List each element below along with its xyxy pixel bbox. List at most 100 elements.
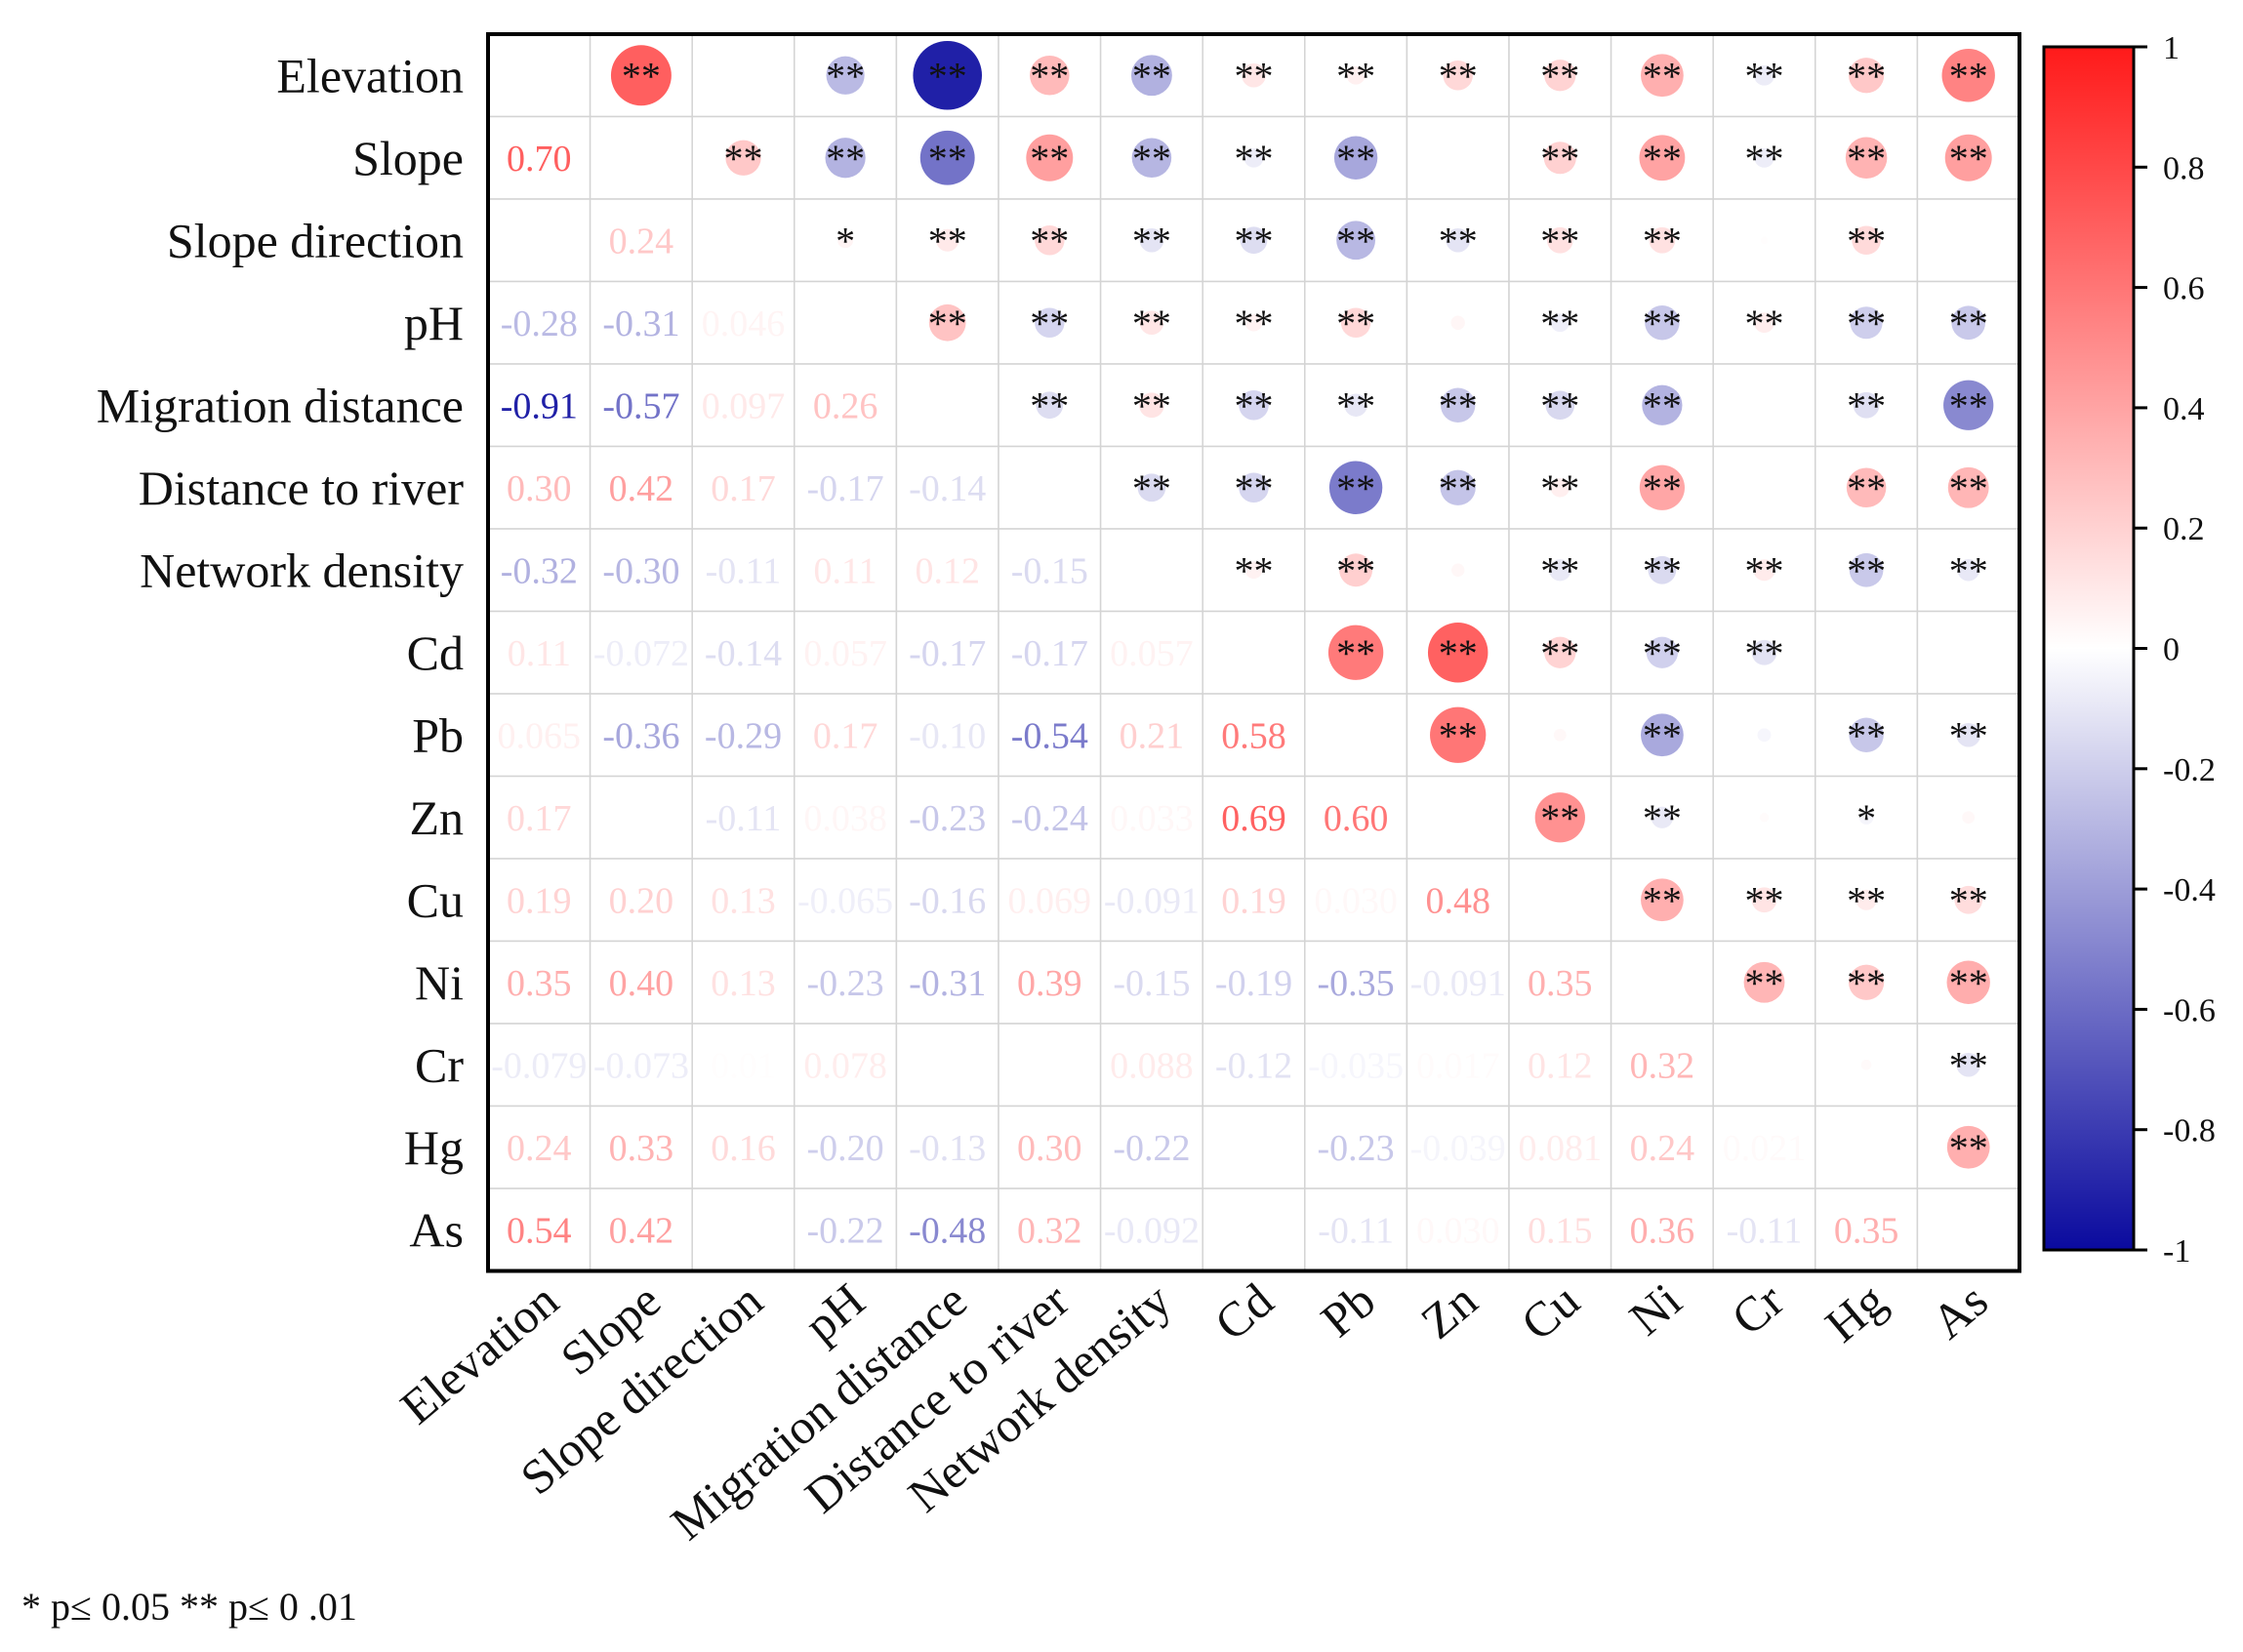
column-label: Elevation xyxy=(390,1272,569,1434)
row-label: Pb xyxy=(412,707,464,762)
correlation-circle xyxy=(1544,636,1576,668)
coefficient-label: 0.046 xyxy=(702,303,786,344)
significance-stars: ** xyxy=(1949,1126,1988,1170)
correlation-circle xyxy=(1757,728,1772,743)
significance-stars: ** xyxy=(1643,796,1682,840)
coefficient-label: -0.29 xyxy=(705,715,782,756)
significance-stars: ** xyxy=(1643,713,1682,757)
correlation-circle xyxy=(1956,1052,1980,1077)
significance-stars: ** xyxy=(1132,219,1171,262)
correlation-circle xyxy=(1443,60,1473,91)
heatmap-cell xyxy=(691,1023,795,1108)
coefficient-label: -0.22 xyxy=(807,1210,884,1251)
correlation-circle xyxy=(1244,147,1264,168)
significance-stars: ** xyxy=(1540,548,1579,592)
row-label: Cr xyxy=(415,1037,464,1092)
coefficient-label: -0.23 xyxy=(807,963,884,1004)
heatmap-cell xyxy=(691,445,795,530)
correlation-circle xyxy=(1333,136,1378,180)
correlation-circle xyxy=(1035,224,1065,256)
coefficient-label: 0.030 xyxy=(1416,1210,1500,1251)
coefficient-label: -0.14 xyxy=(705,633,782,674)
significance-stars: ** xyxy=(1847,383,1886,427)
correlation-circle xyxy=(1639,464,1686,510)
coefficient-label: 0.40 xyxy=(609,963,674,1004)
coefficient-label: -0.20 xyxy=(807,1128,884,1169)
significance-stars: ** xyxy=(1132,137,1171,181)
significance-stars: ** xyxy=(1235,302,1274,345)
coefficient-label: -0.11 xyxy=(1727,1210,1803,1251)
heatmap-cell xyxy=(895,528,999,613)
significance-stars: ** xyxy=(1643,302,1682,345)
colorbar-tick-label: 1 xyxy=(2163,30,2180,66)
coefficient-label: -0.32 xyxy=(501,550,578,591)
significance-stars: ** xyxy=(928,219,967,262)
significance-stars: ** xyxy=(1030,137,1069,181)
heatmap-cell xyxy=(589,445,693,530)
correlation-circle xyxy=(1244,313,1263,332)
significance-stars: ** xyxy=(1847,466,1886,510)
correlation-circle xyxy=(1944,134,1992,181)
coefficient-label: -0.31 xyxy=(909,963,986,1004)
significance-stars: ** xyxy=(1847,137,1886,181)
heatmap-cell xyxy=(1712,445,1816,530)
correlation-circle xyxy=(1440,469,1476,505)
heatmap-cell xyxy=(1304,1105,1408,1189)
correlation-circle xyxy=(1030,55,1070,96)
heatmap-cell xyxy=(691,775,795,860)
heatmap-cell xyxy=(1712,363,1816,448)
heatmap-cell xyxy=(1202,693,1306,778)
correlation-circle xyxy=(1239,472,1269,504)
coefficient-label: 0.097 xyxy=(702,385,786,426)
coefficient-label: -0.35 xyxy=(1318,963,1395,1004)
coefficient-label: -0.073 xyxy=(593,1045,689,1086)
significance-stars: ** xyxy=(1540,219,1579,262)
significance-stars: ** xyxy=(1847,302,1886,345)
significance-stars: ** xyxy=(1336,548,1375,592)
coefficient-label: 0.42 xyxy=(609,1210,674,1251)
correlation-circle xyxy=(1954,885,1983,914)
significance-stars: ** xyxy=(1540,137,1579,181)
coefficient-label: -0.079 xyxy=(491,1045,587,1086)
heatmap-cell xyxy=(1610,940,1714,1025)
heatmap-cell xyxy=(1712,858,1816,943)
colorbar-tick-label: -0.4 xyxy=(2163,872,2216,908)
significance-stars: ** xyxy=(1643,54,1682,98)
heatmap-cell xyxy=(794,445,898,530)
correlation-circle xyxy=(1852,225,1881,256)
heatmap-cell xyxy=(1815,610,1919,695)
correlation-circle xyxy=(1549,559,1571,582)
coefficient-label: 0.088 xyxy=(1110,1045,1194,1086)
heatmap-cell xyxy=(1202,1188,1306,1272)
correlation-circle xyxy=(1946,960,1990,1004)
correlation-circle xyxy=(1450,315,1465,330)
heatmap-cell xyxy=(998,693,1102,778)
coefficient-label: -0.16 xyxy=(909,880,986,921)
coefficient-label: 0.12 xyxy=(1528,1045,1593,1086)
correlation-circle xyxy=(1853,391,1880,419)
coefficient-label: -0.91 xyxy=(501,385,578,426)
correlation-circle xyxy=(1546,226,1573,254)
heatmap-cell xyxy=(589,1188,693,1272)
coefficient-label: 0.01 xyxy=(711,1045,776,1086)
heatmap-cell xyxy=(1815,940,1919,1025)
coefficient-label: 0.078 xyxy=(803,1045,887,1086)
correlation-circle xyxy=(1446,227,1470,253)
coefficient-label: -0.30 xyxy=(602,550,679,591)
significance-stars: ** xyxy=(1949,466,1988,510)
heatmap-cell xyxy=(691,693,795,778)
significance-stars: ** xyxy=(1949,713,1988,757)
significance-stars: ** xyxy=(1132,302,1171,345)
significance-stars: ** xyxy=(1336,302,1375,345)
correlation-circle xyxy=(928,303,966,342)
significance-stars: ** xyxy=(1030,219,1069,262)
significance-stars: ** xyxy=(1643,219,1682,262)
heatmap-cell xyxy=(691,280,795,365)
colorbar-tick-label: 0.2 xyxy=(2163,511,2205,547)
significance-stars: ** xyxy=(1540,631,1579,675)
correlation-circle xyxy=(1440,387,1476,423)
heatmap-cell xyxy=(794,858,898,943)
correlation-circle xyxy=(1943,380,1994,430)
coefficient-label: -0.19 xyxy=(1215,963,1292,1004)
